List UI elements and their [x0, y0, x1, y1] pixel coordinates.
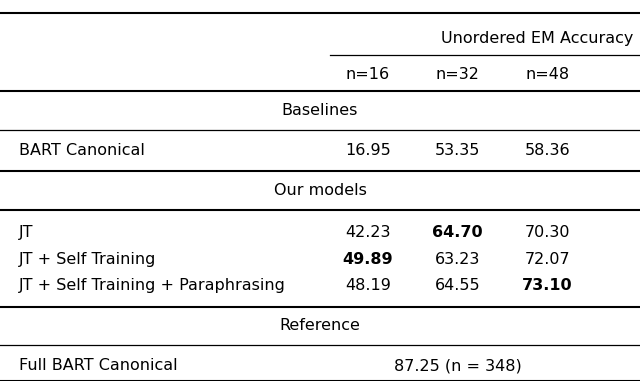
Text: JT + Self Training: JT + Self Training	[19, 251, 157, 267]
Text: 64.55: 64.55	[435, 278, 481, 293]
Text: 63.23: 63.23	[435, 251, 480, 267]
Text: 72.07: 72.07	[524, 251, 570, 267]
Text: BART Canonical: BART Canonical	[19, 143, 145, 158]
Text: Baselines: Baselines	[282, 103, 358, 118]
Text: 73.10: 73.10	[522, 278, 573, 293]
Text: 48.19: 48.19	[345, 278, 391, 293]
Text: n=16: n=16	[346, 67, 390, 82]
Text: 64.70: 64.70	[432, 225, 483, 240]
Text: 16.95: 16.95	[345, 143, 391, 158]
Text: Full BART Canonical: Full BART Canonical	[19, 358, 178, 373]
Text: 42.23: 42.23	[345, 225, 391, 240]
Text: Reference: Reference	[280, 318, 360, 333]
Text: Our models: Our models	[273, 183, 367, 198]
Text: n=48: n=48	[525, 67, 569, 82]
Text: 53.35: 53.35	[435, 143, 480, 158]
Text: 87.25 (n = 348): 87.25 (n = 348)	[394, 358, 522, 373]
Text: Unordered EM Accuracy: Unordered EM Accuracy	[441, 30, 634, 46]
Text: 70.30: 70.30	[524, 225, 570, 240]
Text: 58.36: 58.36	[524, 143, 570, 158]
Text: JT: JT	[19, 225, 34, 240]
Text: n=32: n=32	[436, 67, 479, 82]
Text: JT + Self Training + Paraphrasing: JT + Self Training + Paraphrasing	[19, 278, 286, 293]
Text: 49.89: 49.89	[342, 251, 394, 267]
